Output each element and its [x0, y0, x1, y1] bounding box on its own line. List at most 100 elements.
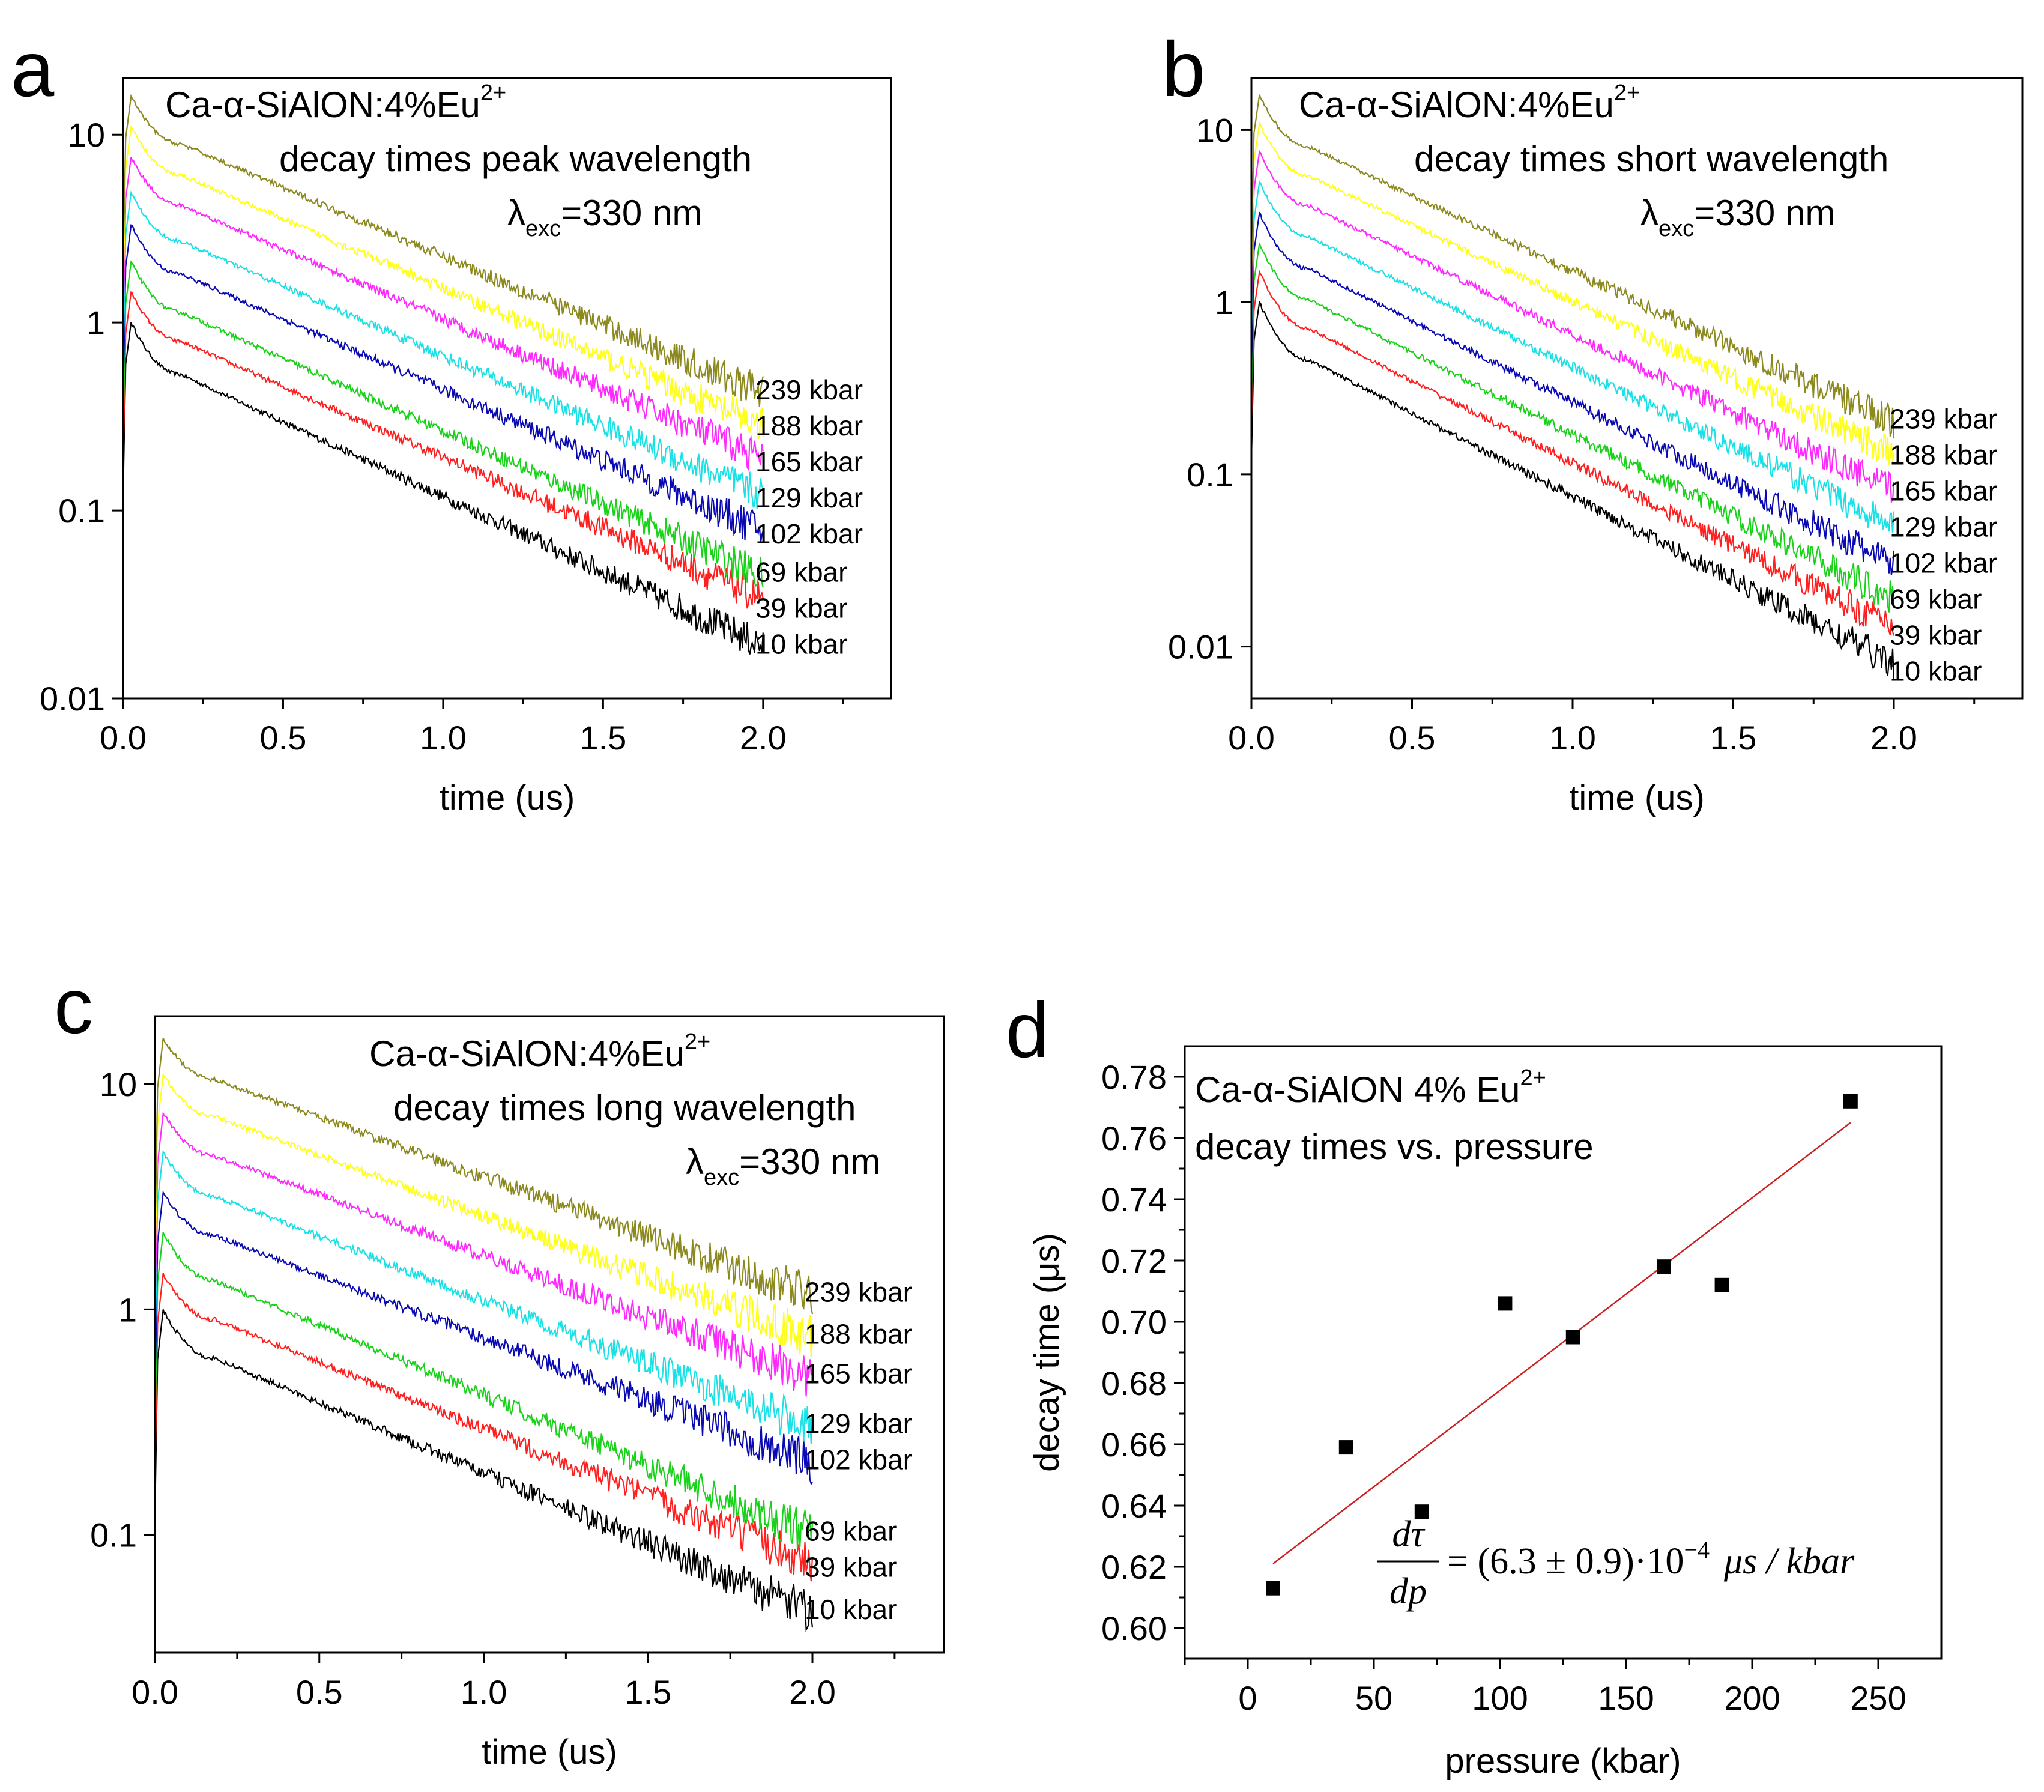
y-tick-label: 0.01 — [40, 680, 105, 718]
data-point — [1714, 1277, 1729, 1292]
fit-line — [1272, 1122, 1851, 1564]
decay-curve-39-kbar — [154, 1273, 814, 1582]
panel-b: 0.0 0.5 1.0 1.5 2.0 0.01 0.1 1 10 time (us) b Ca-α-… — [1162, 25, 2024, 817]
chart-subtitle: decay times short wavelength — [1414, 139, 1888, 179]
y-tick-label: 10 — [100, 1065, 137, 1103]
series-label: 165 kbar — [1890, 476, 1997, 507]
chart-subtitle: decay times vs. pressure — [1195, 1127, 1594, 1167]
series-label: 39 kbar — [1890, 620, 1982, 651]
decay-curve-10-kbar — [154, 1309, 814, 1632]
chart-title: Ca-α-SiAlON:4%Eu2+ — [1299, 80, 1640, 125]
excitation-subscript: exc — [704, 1165, 739, 1190]
series-label: 69 kbar — [805, 1516, 897, 1547]
plot-frame — [154, 1015, 945, 1654]
formula-value: = (6.3 ± 0.9)·10 — [1447, 1541, 1684, 1582]
decay-curve-165-kbar — [122, 157, 764, 471]
x-tick-label: 1.5 — [624, 1673, 671, 1711]
y-tick-label: 0.64 — [1101, 1487, 1167, 1525]
formula-numerator: dτ — [1392, 1514, 1426, 1555]
x-tick-label: 1.0 — [461, 1673, 507, 1711]
x-tick-label: 1.0 — [1549, 719, 1596, 757]
series-label: 102 kbar — [805, 1444, 912, 1476]
formula-rhs: = (6.3 ± 0.9)·10−4 μs / kbar — [1447, 1536, 1855, 1582]
x-axis-label: time (us) — [482, 1733, 617, 1772]
x-axis-label: time (us) — [440, 778, 575, 817]
y-tick-label: 0.1 — [1187, 456, 1233, 494]
panel-letter: d — [1006, 986, 1049, 1074]
x-tick-label: 0.5 — [296, 1673, 343, 1711]
y-tick-label: 0.68 — [1101, 1364, 1167, 1402]
formula-exponent: −4 — [1684, 1536, 1710, 1563]
y-tick-label: 1 — [1215, 283, 1233, 321]
y-tick-label: 0.74 — [1101, 1181, 1167, 1218]
y-tick-label: 1 — [118, 1291, 137, 1328]
decay-curve-129-kbar — [154, 1150, 814, 1444]
decay-curve-102-kbar — [1250, 211, 1895, 575]
series-label: 129 kbar — [805, 1408, 912, 1439]
series-label: 239 kbar — [805, 1277, 912, 1308]
decay-curve-165-kbar — [154, 1111, 813, 1397]
x-tick-label: 2.0 — [789, 1673, 836, 1711]
plot-frame — [122, 77, 892, 700]
x-tick-label: 250 — [1850, 1679, 1906, 1717]
panel-letter: c — [54, 962, 93, 1050]
decay-curve-188-kbar — [154, 1072, 814, 1358]
x-tick-label: 0.5 — [1389, 719, 1436, 757]
series-label: 129 kbar — [1890, 512, 1997, 543]
plot-frame — [1250, 77, 2024, 700]
title-superscript: 2+ — [480, 80, 506, 106]
title-superscript: 2+ — [1520, 1065, 1546, 1091]
series-label: 188 kbar — [755, 410, 863, 441]
data-point — [1565, 1330, 1580, 1345]
decay-curve-69-kbar — [154, 1232, 814, 1548]
excitation-symbol: λ — [1640, 193, 1658, 233]
decay-curve-69-kbar — [122, 260, 764, 588]
x-tick-label: 1.0 — [420, 719, 467, 757]
series-label: 239 kbar — [755, 374, 863, 405]
y-tick-label: 0.1 — [58, 492, 105, 530]
x-tick-label: 2.0 — [1870, 719, 1917, 757]
data-point — [1338, 1440, 1353, 1455]
decay-curve-188-kbar — [1250, 121, 1895, 465]
series-label: 10 kbar — [805, 1594, 897, 1625]
decay-curve-10-kbar — [122, 322, 764, 655]
y-tick-label: 0.01 — [1168, 628, 1233, 666]
title-material: Ca-α-SiAlON:4%Eu — [1299, 85, 1614, 125]
y-tick-label: 0.76 — [1101, 1119, 1167, 1157]
excitation-symbol: λ — [507, 193, 525, 233]
x-tick-label: 1.5 — [579, 719, 626, 757]
panel-c: 0.0 0.5 1.0 1.5 2.0 0.1 1 10 time (us) c Ca-α-SiAl… — [54, 962, 945, 1772]
x-tick-label: 0.5 — [260, 719, 307, 757]
x-tick-label: 0.0 — [1228, 719, 1275, 757]
y-axis-label: decay time (μs) — [1027, 1233, 1066, 1472]
decay-curve-129-kbar — [122, 190, 764, 509]
y-tick-label: 0.66 — [1101, 1426, 1167, 1464]
x-tick-label: 0.0 — [132, 1673, 178, 1711]
excitation-value: =330 nm — [561, 193, 702, 233]
x-tick-label: 50 — [1355, 1679, 1392, 1717]
excitation-label: λexc=330 nm — [686, 1142, 880, 1190]
series-label: 188 kbar — [1890, 440, 1997, 471]
title-material: Ca-α-SiAlON:4%Eu — [369, 1034, 685, 1074]
y-tick-label: 10 — [68, 116, 105, 154]
decay-curve-102-kbar — [122, 224, 764, 543]
y-tick-label: 0.70 — [1101, 1303, 1167, 1341]
series-label: 165 kbar — [755, 446, 863, 477]
decay-curve-188-kbar — [122, 125, 764, 441]
series-label: 39 kbar — [805, 1552, 897, 1583]
decay-curve-39-kbar — [1250, 269, 1895, 636]
decay-curve-10-kbar — [1250, 300, 1895, 680]
excitation-label: λexc=330 nm — [1640, 193, 1835, 241]
title-superscript: 2+ — [1614, 80, 1640, 106]
x-axis-label: time (us) — [1569, 778, 1705, 817]
decay-curve-39-kbar — [122, 291, 764, 609]
x-tick-label: 2.0 — [740, 719, 787, 757]
excitation-subscript: exc — [1658, 216, 1694, 241]
chart-subtitle: decay times peak wavelength — [279, 139, 752, 179]
formula-denominator: dp — [1389, 1571, 1427, 1612]
decay-curve-129-kbar — [1250, 180, 1895, 533]
x-tick-label: 0.0 — [100, 719, 147, 757]
series-label: 129 kbar — [755, 482, 863, 513]
chart-title: Ca-α-SiAlON:4%Eu2+ — [369, 1029, 710, 1074]
excitation-subscript: exc — [525, 216, 561, 241]
